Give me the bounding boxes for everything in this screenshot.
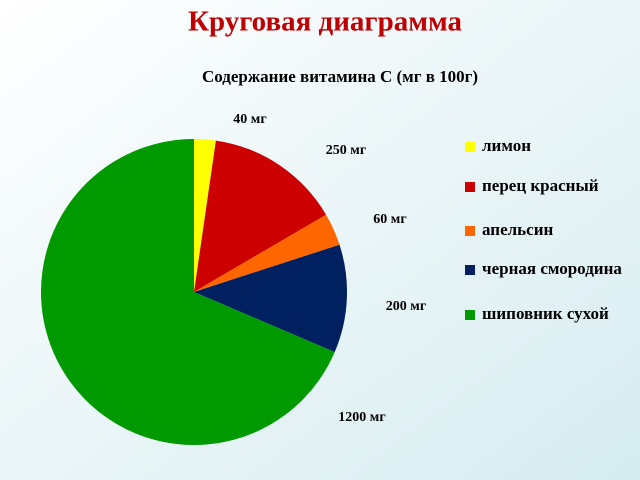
legend-swatch (465, 265, 475, 275)
pie-slice (40, 139, 335, 445)
legend-swatch (465, 310, 475, 320)
legend-label: перец красный (482, 176, 599, 195)
legend-swatch (465, 142, 475, 152)
pie-slice (194, 139, 216, 292)
pie-slice (194, 214, 340, 292)
legend-label: черная смородина (482, 259, 622, 278)
legend-swatch (465, 182, 475, 192)
data-label: 250 мг (326, 143, 366, 158)
data-label: 200 мг (386, 299, 426, 314)
legend-label: лимон (482, 136, 531, 155)
legend-label: шиповник сухой (482, 304, 609, 323)
legend-swatch (465, 226, 475, 236)
data-label: 40 мг (233, 112, 266, 127)
pie-slice (194, 140, 327, 292)
pie-slice (194, 244, 348, 353)
legend-label: апельсин (482, 220, 553, 239)
data-label: 1200 мг (338, 410, 385, 425)
chart-title: Содержание витамина С (мг в 100г) (202, 67, 478, 86)
slide-title: Круговая диаграмма (188, 6, 463, 38)
data-label: 60 мг (373, 212, 406, 227)
